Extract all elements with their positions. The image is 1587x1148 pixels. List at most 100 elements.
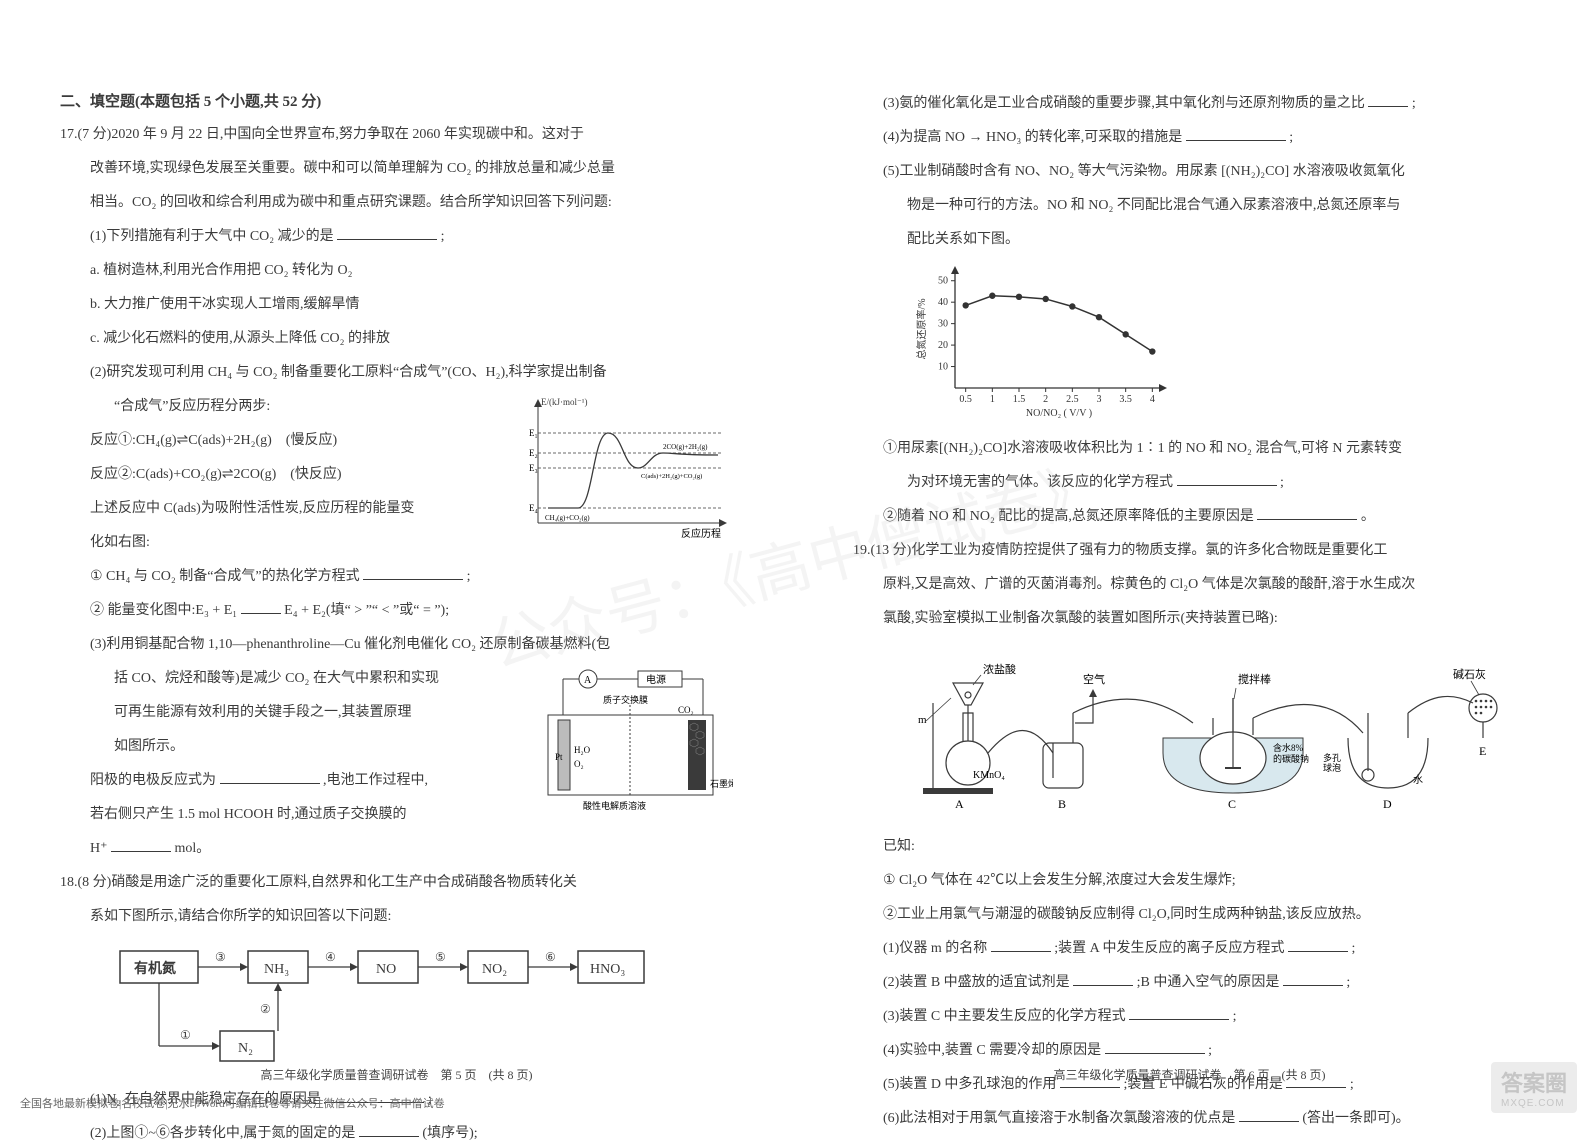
svg-text:质子交换膜: 质子交换膜	[603, 694, 648, 705]
blank	[220, 770, 320, 784]
svg-text:3.5: 3.5	[1119, 394, 1132, 405]
svg-text:反应历程: 反应历程	[681, 527, 721, 540]
tail: 。	[1361, 509, 1375, 524]
blank	[991, 938, 1051, 952]
svg-text:O₂: O₂	[574, 759, 584, 769]
q18-p3: (3)氨的催化氧化是工业合成硝酸的重要步骤,其中氧化剂与还原剂物质的量之比 ;	[853, 90, 1526, 118]
tail: ;	[1233, 1009, 1237, 1024]
q18-flowchart: 有机氮 NH₃ NO NO₂ HNO₃ N₂ ③ ④ ⑤	[110, 941, 733, 1076]
tail: ;	[1280, 475, 1284, 490]
svg-text:E₃: E₃	[529, 463, 538, 473]
svg-text:H₂O: H₂O	[574, 745, 591, 755]
svg-text:3: 3	[1097, 394, 1102, 405]
q18-p4: (4)为提高 NO → HNO₃ 的转化率,可采取的措施是 ;	[853, 124, 1526, 152]
q18-head2: 系如下图所示,请结合你所学的知识回答以下问题:	[60, 903, 733, 931]
txt: (4)实验中,装置 C 需要冷却的原因是	[883, 1043, 1101, 1058]
svg-text:E: E	[1479, 744, 1486, 758]
txt: ②随着 NO 和 NO₂ 配比的提高,总氮还原率降低的主要原因是	[883, 509, 1254, 524]
svg-text:NO: NO	[376, 962, 396, 977]
page-6: (3)氨的催化氧化是工业合成硝酸的重要步骤,其中氧化剂与还原剂物质的量之比 ; …	[793, 0, 1586, 1123]
blank	[337, 226, 437, 240]
q17-p1: (1)下列措施有利于大气中 CO₂ 减少的是 ;	[60, 223, 733, 251]
q18-sub1b: 为对环境无害的气体。该反应的化学方程式 ;	[853, 469, 1526, 497]
svg-text:C(ads)+2H₂(g)+CO₂(g): C(ads)+2H₂(g)+CO₂(g)	[641, 473, 702, 480]
svg-text:2: 2	[1043, 394, 1048, 405]
svg-text:浓盐酸: 浓盐酸	[983, 662, 1016, 676]
q17-q2-2a: ② 能量变化图中:E₃ + E₁	[90, 603, 237, 618]
footer-right: 高三年级化学质量普查调研试卷 第 6 页 (共 8 页)	[793, 1066, 1586, 1083]
svg-text:空气: 空气	[1083, 672, 1105, 686]
blank	[1283, 972, 1343, 986]
svg-text:搅拌棒: 搅拌棒	[1238, 672, 1271, 686]
svg-text:有机氮: 有机氮	[134, 960, 176, 977]
tail: ;	[1351, 941, 1355, 956]
q19-k2: ②工业上用氯气与潮湿的碳酸钠反应制得 Cl₂O,同时生成两种钠盐,该反应放热。	[853, 901, 1526, 929]
q18-p5a: (5)工业制硝酸时含有 NO、NO₂ 等大气污染物。用尿素 [(NH₂)₂CO]…	[853, 158, 1526, 186]
blank	[1073, 972, 1133, 986]
q18-sub1a: ①用尿素[(NH₂)₂CO]水溶液吸收体积比为 1∶1 的 NO 和 NO₂ 混…	[853, 435, 1526, 463]
q17-line2: 改善环境,实现绿色发展至关重要。碳中和可以简单理解为 CO₂ 的排放总量和减少总…	[60, 155, 733, 183]
svg-text:0.5: 0.5	[959, 394, 972, 405]
svg-text:D: D	[1383, 797, 1392, 811]
svg-text:④: ④	[325, 950, 336, 964]
svg-text:含水8%: 含水8%	[1273, 742, 1304, 753]
b: (答出一条即可)。	[1302, 1111, 1409, 1126]
txt2: ,电池工作过程中,	[323, 773, 428, 788]
tail: ;	[1412, 96, 1416, 111]
tail: ;	[467, 569, 471, 584]
svg-text:碱石灰: 碱石灰	[1453, 667, 1486, 681]
footer-note: 全国各地最新模拟卷|名校试卷|无水印Word可编辑试卷等请关注微信公众号：高中僧…	[20, 1095, 445, 1111]
svg-text:CO₂: CO₂	[678, 705, 694, 715]
reduction-rate-chart: 10203040500.511.522.533.54NO/NO₂ ( V/V )…	[913, 260, 1526, 425]
svg-text:m: m	[918, 714, 927, 726]
txt: (3)氨的催化氧化是工业合成硝酸的重要步骤,其中氧化剂与还原剂物质的量之比	[883, 96, 1365, 111]
q19-l2: 原料,又是高效、广谱的灭菌消毒剂。棕黄色的 Cl₂O 气体是次氯酸的酸酐,溶于水…	[853, 571, 1526, 599]
q19-p4: (4)实验中,装置 C 需要冷却的原因是 ;	[853, 1037, 1526, 1065]
blank	[359, 1123, 419, 1137]
svg-text:③: ③	[215, 950, 226, 964]
svg-text:1: 1	[990, 394, 995, 405]
svg-text:E₁: E₁	[529, 428, 538, 438]
svg-text:KMnO₄: KMnO₄	[973, 770, 1005, 781]
q19-p1: (1)仪器 m 的名称 ;装置 A 中发生反应的离子反应方程式 ;	[853, 935, 1526, 963]
q17-p3a: (3)利用铜基配合物 1,10—phenanthroline—Cu 催化剂电催化…	[60, 631, 733, 659]
q17-q2-1: ① CH₄ 与 CO₂ 制备“合成气”的热化学方程式 ;	[60, 563, 733, 591]
page-5: 二、填空题(本题包括 5 个小题,共 52 分) 17.(7 分)2020 年 …	[0, 0, 793, 1123]
tail: mol。	[175, 841, 211, 856]
svg-text:NO₂: NO₂	[482, 962, 507, 977]
svg-text:E₄: E₄	[529, 503, 538, 513]
ylabel: E/(kJ·mol⁻¹)	[541, 397, 587, 407]
apparatus-diagram: 浓盐酸mKMnO₄A空气B搅拌棒含水8%的碳酸钠C多孔球泡水D碱石灰E	[893, 643, 1526, 823]
blank	[1186, 127, 1286, 141]
q17-p2: (2)研究发现可利用 CH₄ 与 CO₂ 制备重要化工原料“合成气”(CO、H₂…	[60, 359, 733, 387]
svg-text:电源: 电源	[646, 673, 666, 686]
blank	[363, 566, 463, 580]
blank	[241, 600, 281, 614]
svg-text:石墨烯: 石墨烯	[710, 778, 733, 789]
q18-p2: (2)上图①~⑥各步转化中,属于氮的固定的是 (填序号);	[60, 1120, 733, 1148]
svg-text:NH₃: NH₃	[264, 962, 289, 977]
svg-text:4: 4	[1150, 394, 1155, 405]
b: ;B 中通入空气的原因是	[1137, 975, 1280, 990]
q18-sub2: ②随着 NO 和 NO₂ 配比的提高,总氮还原率降低的主要原因是 。	[853, 503, 1526, 531]
q17-opt-c: c. 减少化石燃料的使用,从源头上降低 CO₂ 的排放	[60, 325, 733, 353]
q19-p3: (3)装置 C 中主要发生反应的化学方程式 ;	[853, 1003, 1526, 1031]
blank	[1257, 506, 1357, 520]
txt: (2)上图①~⑥各步转化中,属于氮的固定的是	[90, 1126, 355, 1141]
svg-text:B: B	[1058, 797, 1066, 811]
svg-text:NO/NO₂ ( V/V ): NO/NO₂ ( V/V )	[1026, 408, 1092, 419]
a: (6)此法相对于用氯气直接溶于水制备次氯酸溶液的优点是	[883, 1111, 1235, 1126]
q17-q2-2b: E₄ + E₂(填“ > ”“ < ”或“ = ”);	[284, 603, 449, 618]
svg-text:A: A	[955, 797, 964, 811]
tail: ;	[1289, 130, 1293, 145]
svg-text:N₂: N₂	[238, 1041, 253, 1056]
txt: (3)装置 C 中主要发生反应的化学方程式	[883, 1009, 1126, 1024]
q17-p1-text: (1)下列措施有利于大气中 CO₂ 减少的是	[90, 229, 334, 244]
q19-head: 19.(13 分)化学工业为疫情防控提供了强有力的物质支撑。氯的许多化合物既是重…	[853, 537, 1526, 565]
blank	[1239, 1108, 1299, 1122]
q19-known: 已知:	[853, 833, 1526, 861]
svg-text:球泡: 球泡	[1323, 762, 1341, 773]
blank	[1105, 1040, 1205, 1054]
svg-text:②: ②	[260, 1002, 271, 1016]
tail: ;	[1346, 975, 1350, 990]
